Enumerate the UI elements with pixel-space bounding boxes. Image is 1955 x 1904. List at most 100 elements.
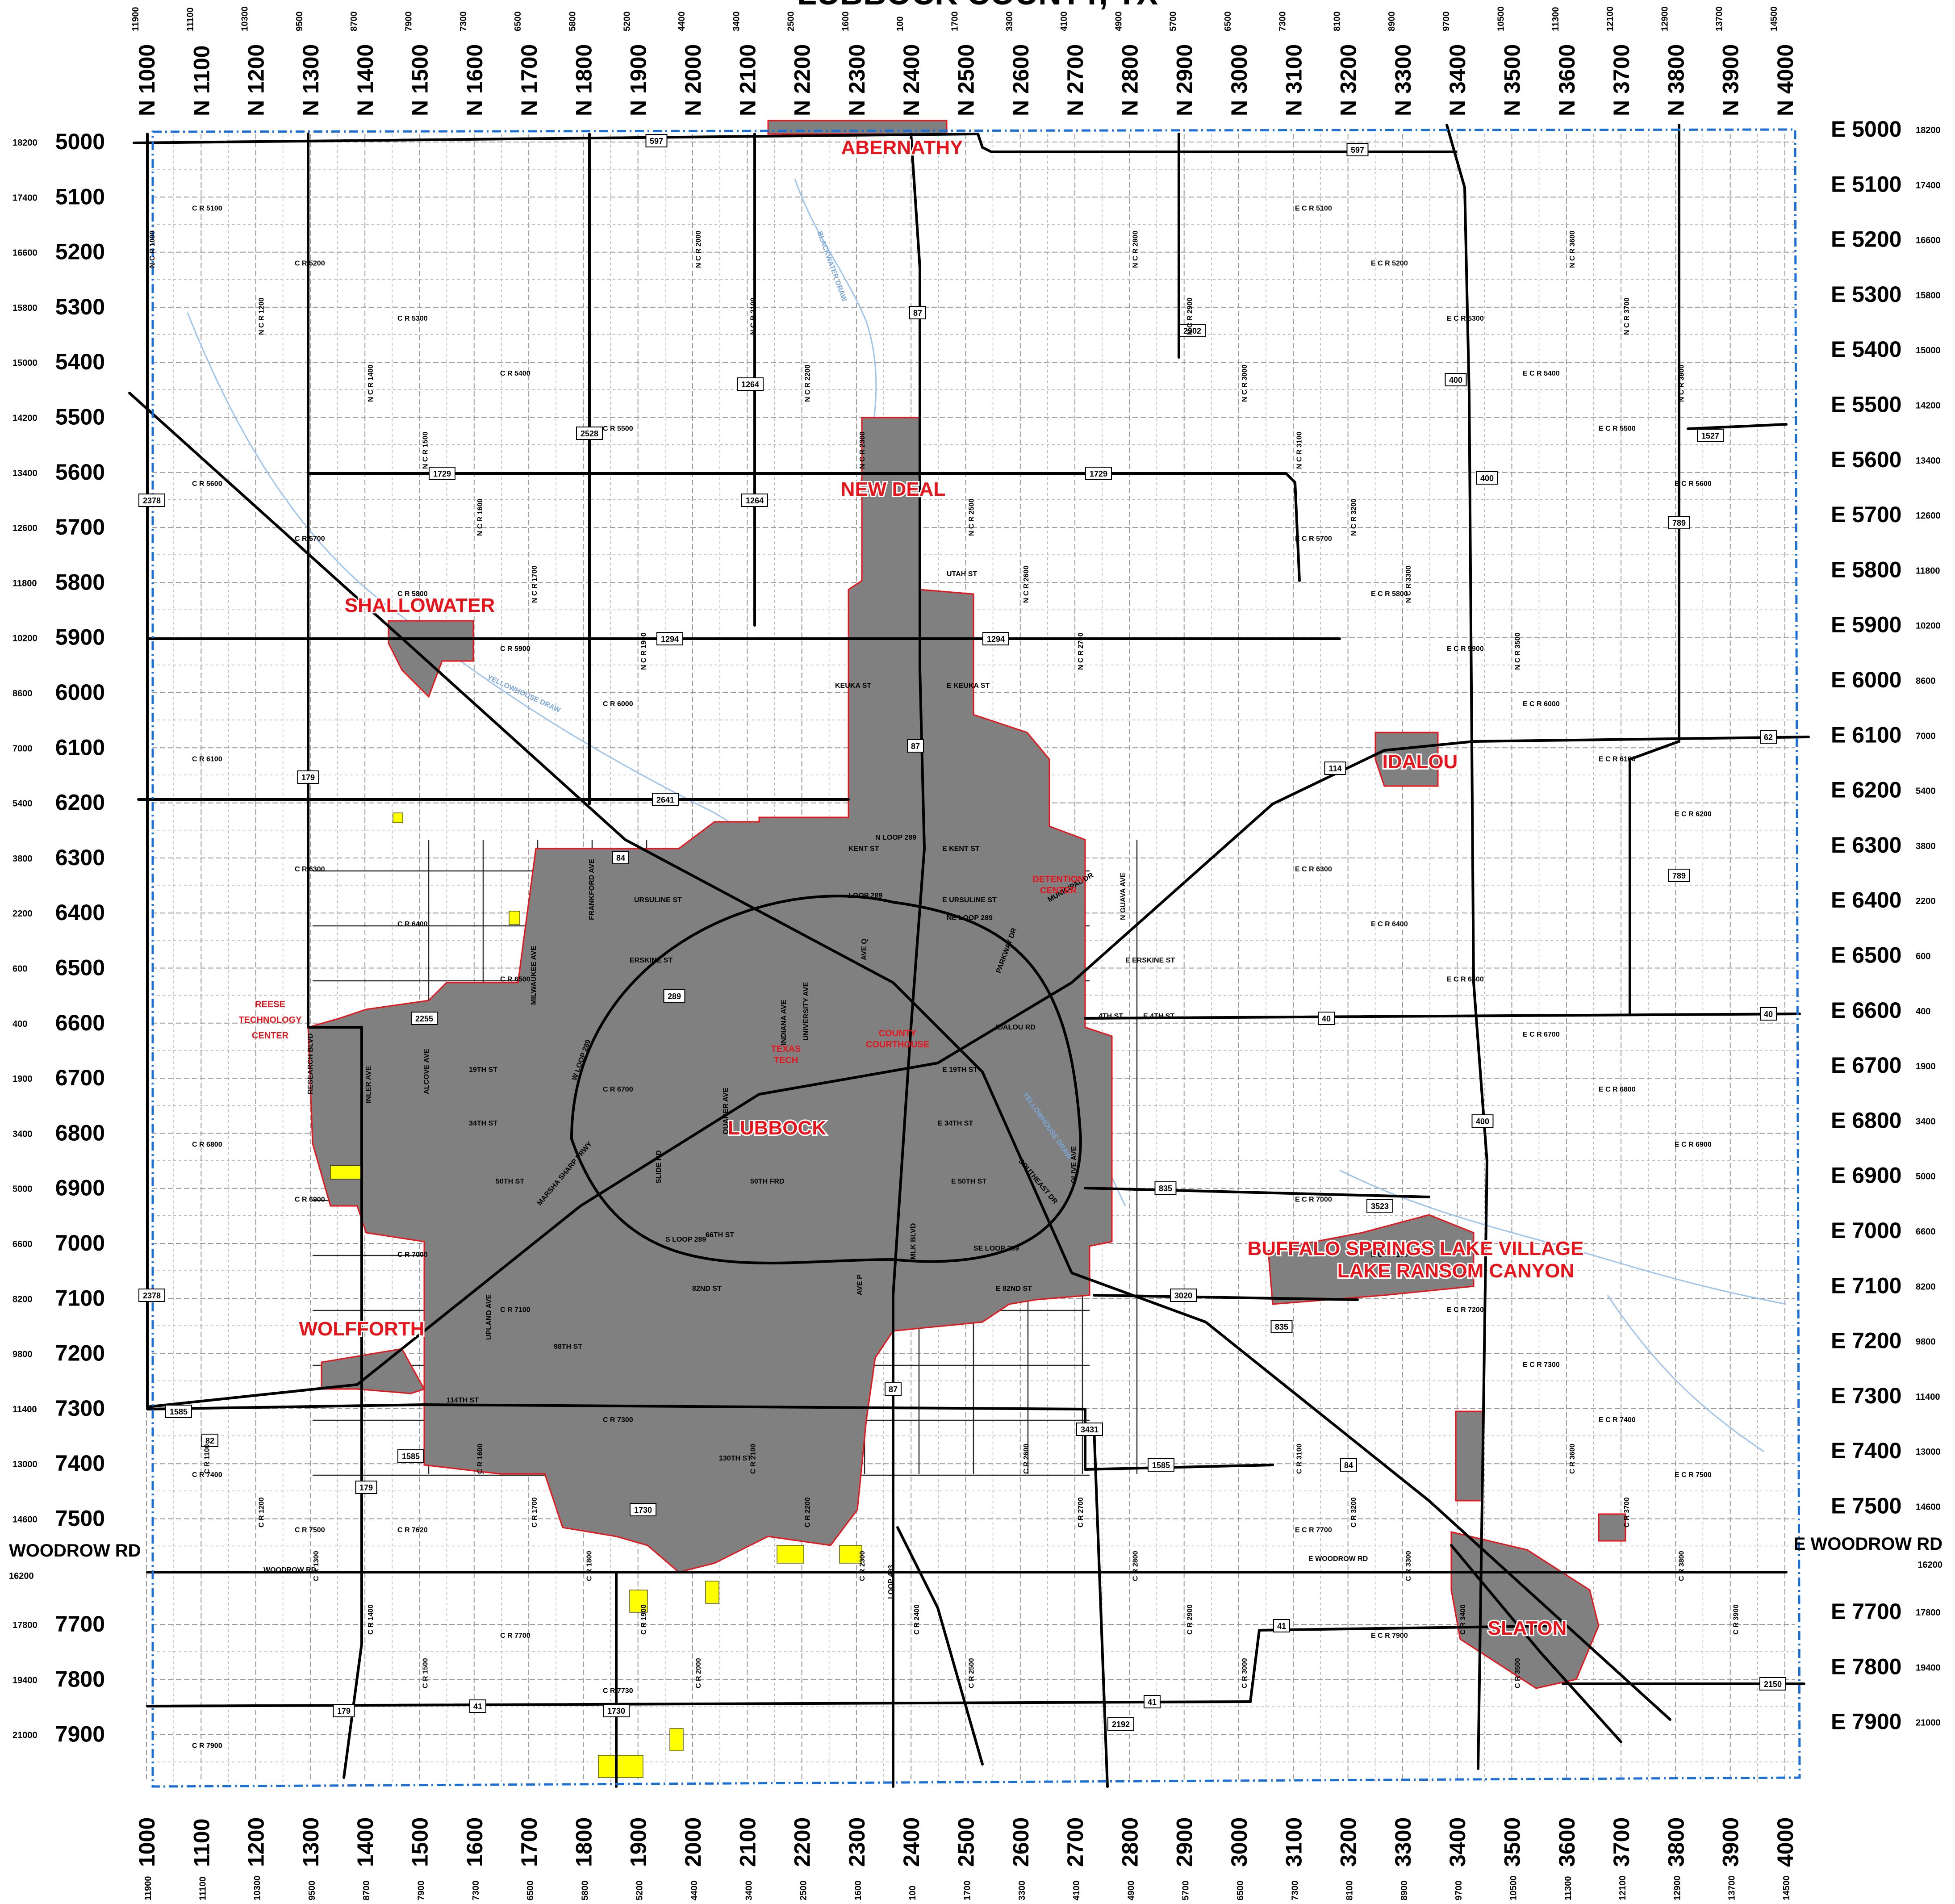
highway-shield: 179 [355,1481,377,1494]
left-axis-label: 6100 [55,735,105,760]
county-road-label: C R 7730 [603,1687,633,1695]
left-axis-small-label: 17800 [13,1620,38,1630]
left-axis-small-label: 10200 [13,634,38,644]
left-axis-label: 6700 [55,1065,105,1090]
top-axis-label: N 1000 [134,44,159,116]
landmark-labels: REESE TECHNOLOGY CENTER TEXAS TECH COUNT… [238,875,1084,1065]
top-axis-label: N 2300 [844,44,869,116]
shield-number: 3523 [1371,1202,1389,1211]
south-road-label: C R 2200 [804,1497,812,1527]
street-label: N GUAVA AVE [1120,872,1127,920]
street-label: N LOOP 289 [875,834,916,841]
left-axis-small-label: 17400 [13,193,38,203]
bottom-axis-small-label: 1700 [963,1881,973,1901]
street-label: 50TH ST [496,1178,524,1185]
shield-box [1760,1007,1777,1021]
shield-number: 1264 [746,496,764,505]
right-axis-small-label: 14600 [1916,1502,1941,1512]
south-road-label: C R 3400 [1459,1604,1467,1635]
south-road-label: C R 1700 [531,1497,539,1527]
bottom-grid-axis: 1000 11900 1100 11100 1200 10300 1300 9500 1400 8… [134,1817,1798,1900]
south-road-label: C R 1600 [476,1444,484,1474]
right-axis-label: E 5700 [1831,502,1901,527]
bottom-axis-small-label: 14500 [1782,1875,1792,1900]
road-i-27 [892,133,926,1788]
street-label: 19TH ST [469,1066,497,1074]
shield-number: 1729 [433,469,451,478]
east-road-label: E C R 6900 [1675,1141,1712,1148]
south-road-label: C R 3900 [1733,1604,1740,1635]
shield-number: 87 [911,742,920,751]
left-axis-small-label: 11800 [13,578,37,588]
south-road-label: C R 3000 [1241,1658,1249,1688]
shield-box [297,770,319,784]
left-axis-label: 7500 [55,1506,105,1531]
texas-tech-label-2: TECH [774,1055,798,1065]
left-axis-label: 7900 [55,1722,105,1747]
road-fm-597 [133,133,1457,153]
south-road-label: C R 2300 [859,1551,866,1581]
top-axis-label: N 2900 [1172,44,1197,116]
county-road-label: C R 6700 [603,1086,633,1093]
street-label: E 34TH ST [938,1120,973,1127]
road-fm-3431 [1093,1428,1109,1788]
shield-box [1148,1458,1174,1472]
top-axis-small-label: 6500 [513,12,523,32]
shield-number: 114 [1328,764,1341,773]
east-road-label: E C R 7000 [1295,1196,1332,1204]
left-axis-small-label: 8200 [13,1294,33,1304]
shield-number: 179 [337,1707,351,1716]
left-axis-small-label: 21000 [13,1731,38,1741]
buffalo-springs-urban-area [1267,1214,1475,1305]
left-axis-label: 5200 [55,239,105,264]
highway-shield: 2528 [576,427,603,440]
east-road-label: E C R 7700 [1295,1527,1332,1534]
right-axis-label: E 5800 [1831,557,1901,582]
street-label: E WOODROW RD [1308,1555,1368,1563]
left-axis-label: 7200 [55,1341,105,1366]
south-road-label: C R 2600 [1023,1444,1030,1474]
top-axis-small-label: 4400 [677,12,687,32]
left-axis-label: 5900 [55,625,105,650]
bottom-axis-small-label: 12900 [1672,1875,1682,1900]
bottom-axis-label: 3900 [1718,1817,1743,1867]
woodrow-label-right: E WOODROW RD [1794,1534,1942,1554]
bottom-axis-label: 3700 [1609,1817,1634,1867]
east-parcel-b [1598,1513,1626,1542]
top-axis-small-label: 4900 [1114,12,1124,32]
south-road-label: C R 3100 [1295,1444,1303,1474]
highway-shield: 179 [297,770,319,784]
reese-label-1: REESE [255,1000,285,1009]
north-road-label: N C R 3800 [1678,364,1685,402]
shield-number: 1585 [1152,1461,1170,1470]
shield-box [907,739,924,753]
street-label: RESEARCH BLVD [307,1033,314,1094]
shield-box [1340,1458,1357,1472]
road-fm-1527 [1687,423,1788,430]
right-axis-label: E 6400 [1831,887,1901,912]
highway-shield: 597 [1346,143,1369,156]
street-label: NE LOOP 289 [947,914,993,922]
highway-shield: 40 [1318,1012,1335,1025]
parcel-6 [629,1590,648,1613]
left-axis-label: 5600 [55,460,105,485]
shield-box [138,494,165,507]
highway-shield: 3523 [1366,1199,1393,1213]
bottom-axis-label: 2700 [1063,1817,1088,1867]
county-road-label: C R 7300 [603,1416,633,1424]
top-axis-small-label: 11900 [131,7,141,31]
road-loop-289 [570,895,1082,1264]
city-label-wolfforth: WOLFFORTH [299,1318,424,1340]
abernathy-urban-area [767,120,948,135]
shield-box [1318,1012,1335,1025]
bottom-axis-small-label: 6500 [1236,1881,1245,1901]
bottom-axis-label: 1300 [298,1817,323,1867]
street-label: E ERSKINE ST [1125,957,1175,964]
top-axis-small-label: 100 [895,17,905,31]
bottom-axis-small-label: 2500 [799,1881,809,1901]
parcel-2 [509,911,520,925]
left-axis-small-label: 12600 [13,523,38,533]
left-axis-label: 7300 [55,1396,105,1421]
top-axis-label: N 3200 [1336,44,1361,116]
shield-box [1366,1199,1393,1213]
